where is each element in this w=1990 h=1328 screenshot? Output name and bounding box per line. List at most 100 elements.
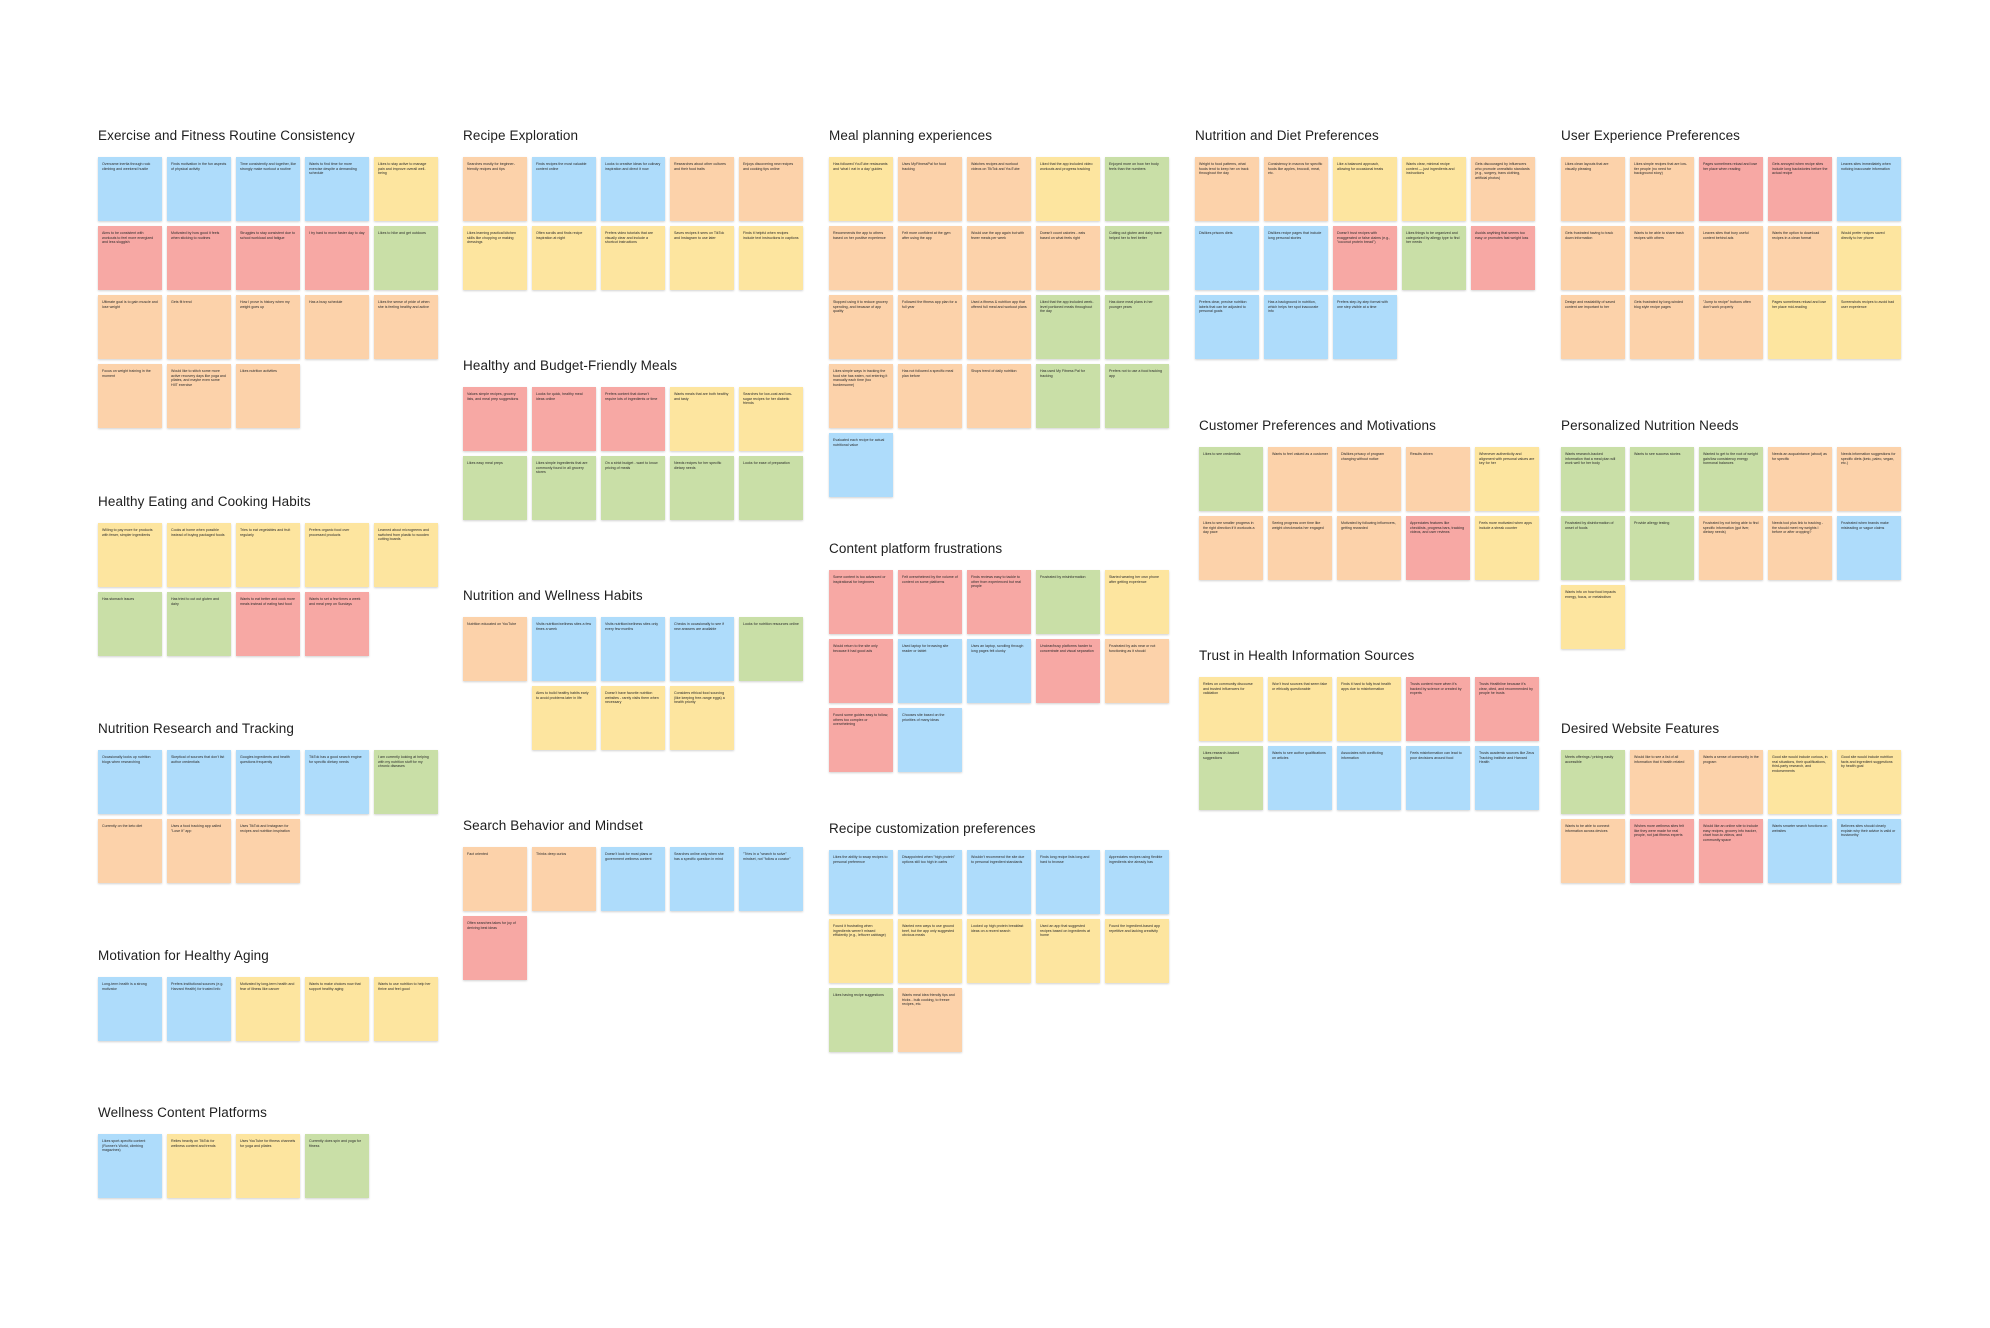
sticky-note[interactable]: Has used My Fitness Pal for tracking (1036, 364, 1100, 428)
sticky-note[interactable]: Often scrolls and finds recipe inspirati… (532, 226, 596, 290)
sticky-note[interactable]: Prefers organic food over processed prod… (305, 523, 369, 587)
sticky-note[interactable]: Likes to see credentials (1199, 447, 1263, 511)
sticky-note[interactable]: Often searches takes for joy of deriving… (463, 916, 527, 980)
sticky-note[interactable]: Searches for low-cost and low-sugar reci… (739, 387, 803, 451)
sticky-note[interactable]: Likes the ability to swap recipes to per… (829, 850, 893, 914)
sticky-note[interactable]: Wishes more wellness sites felt like the… (1630, 819, 1694, 883)
sticky-note[interactable]: Aims to be consistent with workouts to f… (98, 226, 162, 290)
sticky-note[interactable]: "Tries in a "search to solve" mindset, n… (739, 847, 803, 911)
sticky-note[interactable]: Weight to food patterns, what foods tend… (1195, 157, 1259, 221)
sticky-note[interactable]: Like a balanced approach, allowing for o… (1333, 157, 1397, 221)
sticky-note[interactable]: Prefers clear, precise nutrition labels … (1195, 295, 1259, 359)
sticky-note[interactable]: I try hard to move faster day to day (305, 226, 369, 290)
sticky-note[interactable]: Gets fit trend (167, 295, 231, 359)
sticky-note[interactable]: I am currently looking at helping with m… (374, 750, 438, 814)
sticky-note[interactable]: Likes sport-specific content (Runner's W… (98, 1134, 162, 1198)
sticky-note[interactable]: Frustrated when brands make misleading o… (1837, 516, 1901, 580)
sticky-note[interactable]: Would prefer recipes saved directly to h… (1837, 226, 1901, 290)
sticky-note[interactable]: Ultimate goal is to gain muscle and lose… (98, 295, 162, 359)
sticky-note[interactable]: Unclear/busy platforms harder to concent… (1036, 639, 1100, 703)
sticky-note[interactable]: Needs an acquaintance (about) as for spe… (1768, 447, 1832, 511)
sticky-note[interactable]: Appreciates features like checklists, pr… (1406, 516, 1470, 580)
sticky-note[interactable]: Started wearing her own phone after gett… (1105, 570, 1169, 634)
sticky-note[interactable]: Pages sometimes reload and lose her plac… (1768, 295, 1832, 359)
sticky-note[interactable]: Used an app that suggested recipes based… (1036, 919, 1100, 983)
sticky-note[interactable]: Feels misinformation can lead to poor de… (1406, 746, 1470, 810)
sticky-note[interactable]: Currently does spin and yoga for fitness (305, 1134, 369, 1198)
sticky-note[interactable]: Wants to see success stories (1630, 447, 1694, 511)
sticky-note[interactable]: Cutting out gluten and dairy have helped… (1105, 226, 1169, 290)
sticky-note[interactable]: Prefers institutional sources (e.g. Harv… (167, 977, 231, 1041)
sticky-note[interactable]: Has followed YouTube restaurants and 'wh… (829, 157, 893, 221)
sticky-note[interactable]: Currently on the keto diet (98, 819, 162, 883)
sticky-note[interactable]: Likes easy meal preps (463, 456, 527, 520)
sticky-note[interactable]: Uses YouTube for fitness channels for yo… (236, 1134, 300, 1198)
sticky-note[interactable]: Uses an laptop, scrolling through long p… (967, 639, 1031, 703)
sticky-note[interactable]: Results driven (1406, 447, 1470, 511)
sticky-note[interactable]: Time consistently and together, like str… (236, 157, 300, 221)
sticky-note[interactable]: Doesn't count calories - eats based on w… (1036, 226, 1100, 290)
sticky-note[interactable]: Uses TikTok and Instagram for recipes an… (236, 819, 300, 883)
sticky-note[interactable]: Saves recipes it sees on TikTok and Inst… (670, 226, 734, 290)
sticky-note[interactable]: Looks for nutrition resources online (739, 617, 803, 681)
sticky-note[interactable]: Wants smarter search functions on websit… (1768, 819, 1832, 883)
sticky-note[interactable]: Struggles to stay consistent due to scho… (236, 226, 300, 290)
sticky-note[interactable]: Used laptop for browsing site reader or … (898, 639, 962, 703)
sticky-note[interactable]: Wants research-backed information that a… (1561, 447, 1625, 511)
sticky-note[interactable]: Leaves sites immediately when noticing i… (1837, 157, 1901, 221)
sticky-note[interactable]: Wants to set a few times a week and meal… (305, 592, 369, 656)
sticky-note[interactable]: Finds motivation in the fun aspects of p… (167, 157, 231, 221)
sticky-note[interactable]: Prefers content that doesn't require lot… (601, 387, 665, 451)
sticky-note[interactable]: Likes learning practical kitchen skills … (463, 226, 527, 290)
sticky-note[interactable]: Wants to be able to connect information … (1561, 819, 1625, 883)
sticky-note[interactable]: Trusts content more when it's backed by … (1406, 677, 1470, 741)
sticky-note[interactable]: Screenshots recipes to avoid bad user ex… (1837, 295, 1901, 359)
sticky-note[interactable]: Avoids anything that seems too easy or p… (1471, 226, 1535, 290)
sticky-note[interactable]: Looks to creative ideas for culinary ins… (601, 157, 665, 221)
sticky-note[interactable]: Nutrition educated on YouTube (463, 617, 527, 681)
sticky-note[interactable]: Doesn't have favorite nutrition websites… (601, 686, 665, 750)
sticky-note[interactable]: Found the ingredient-based app repetitiv… (1105, 919, 1169, 983)
sticky-note[interactable]: Good site would include curious, in real… (1768, 750, 1832, 814)
sticky-note[interactable]: Dislikes prisons diets (1195, 226, 1259, 290)
sticky-note[interactable]: Wants meals that are both healthy and ta… (670, 387, 734, 451)
sticky-note[interactable]: How I prove is history when my weight go… (236, 295, 300, 359)
sticky-note[interactable]: Aims to build healthy habits early to av… (532, 686, 596, 750)
sticky-note[interactable]: Would like to stitch some more active re… (167, 364, 231, 428)
sticky-note[interactable]: Long-term health is a strong motivator (98, 977, 162, 1041)
sticky-note[interactable]: Prefers not to use a food tracking app (1105, 364, 1169, 428)
sticky-note[interactable]: Wants to make choices now that support h… (305, 977, 369, 1041)
sticky-note[interactable]: Watches recipes and workout videos on Ti… (967, 157, 1031, 221)
sticky-note[interactable]: Consistency in macros for specific foods… (1264, 157, 1328, 221)
sticky-note[interactable]: Gets annoyed when recipe sites include l… (1768, 157, 1832, 221)
sticky-note[interactable]: Finds long recipe lists long and hard to… (1036, 850, 1100, 914)
sticky-note[interactable]: Shops trend of daily nutrition (967, 364, 1031, 428)
sticky-note[interactable]: Likes the sense of pride of when she is … (374, 295, 438, 359)
sticky-note[interactable]: Prefers step-by-step format with one ste… (1333, 295, 1397, 359)
sticky-note[interactable]: Evaluated each recipe for actual nutriti… (829, 433, 893, 497)
sticky-note[interactable]: Likes to hike and get outdoors (374, 226, 438, 290)
sticky-note[interactable]: Provide allergy testing (1630, 516, 1694, 580)
sticky-note[interactable]: Wants to feel valued as a customer (1268, 447, 1332, 511)
sticky-note[interactable]: Googles ingredients and health questions… (236, 750, 300, 814)
sticky-note[interactable]: Dislikes privacy of program changing wit… (1337, 447, 1401, 511)
sticky-note[interactable]: Has done meal plans in her younger years (1105, 295, 1169, 359)
sticky-note[interactable]: Felt overwhelmed by the volume of conten… (898, 570, 962, 634)
sticky-note[interactable]: Stopped using it to reduce grocery spend… (829, 295, 893, 359)
sticky-note[interactable]: TikTok has a good search engine for spec… (305, 750, 369, 814)
sticky-note[interactable]: Learned about microgreens and switched f… (374, 523, 438, 587)
sticky-note[interactable]: Likes things to be organized and categor… (1402, 226, 1466, 290)
sticky-note[interactable]: Thinks deep curios (532, 847, 596, 911)
sticky-note[interactable]: Cooks at home when possible instead of b… (167, 523, 231, 587)
sticky-note[interactable]: Checks in occasionally to see if new ans… (670, 617, 734, 681)
sticky-note[interactable]: Trusts academic sources like Zeus Tracki… (1475, 746, 1539, 810)
sticky-note[interactable]: Finds it helpful when recipes include te… (739, 226, 803, 290)
sticky-note[interactable]: Skeptical of sources that don't list aut… (167, 750, 231, 814)
sticky-note[interactable]: Gets frustrated by long-winded blog styl… (1630, 295, 1694, 359)
sticky-note[interactable]: Meets offerings / pricing easily accessi… (1561, 750, 1625, 814)
sticky-note[interactable]: Relies on community discourse and truste… (1199, 677, 1263, 741)
sticky-note[interactable]: Frustrated by disinformation of onset of… (1561, 516, 1625, 580)
sticky-note[interactable]: Would like an online site to include eas… (1699, 819, 1763, 883)
sticky-note[interactable]: Likes to stay active to manage pain and … (374, 157, 438, 221)
sticky-note[interactable]: Believes sites should clearly explain wh… (1837, 819, 1901, 883)
